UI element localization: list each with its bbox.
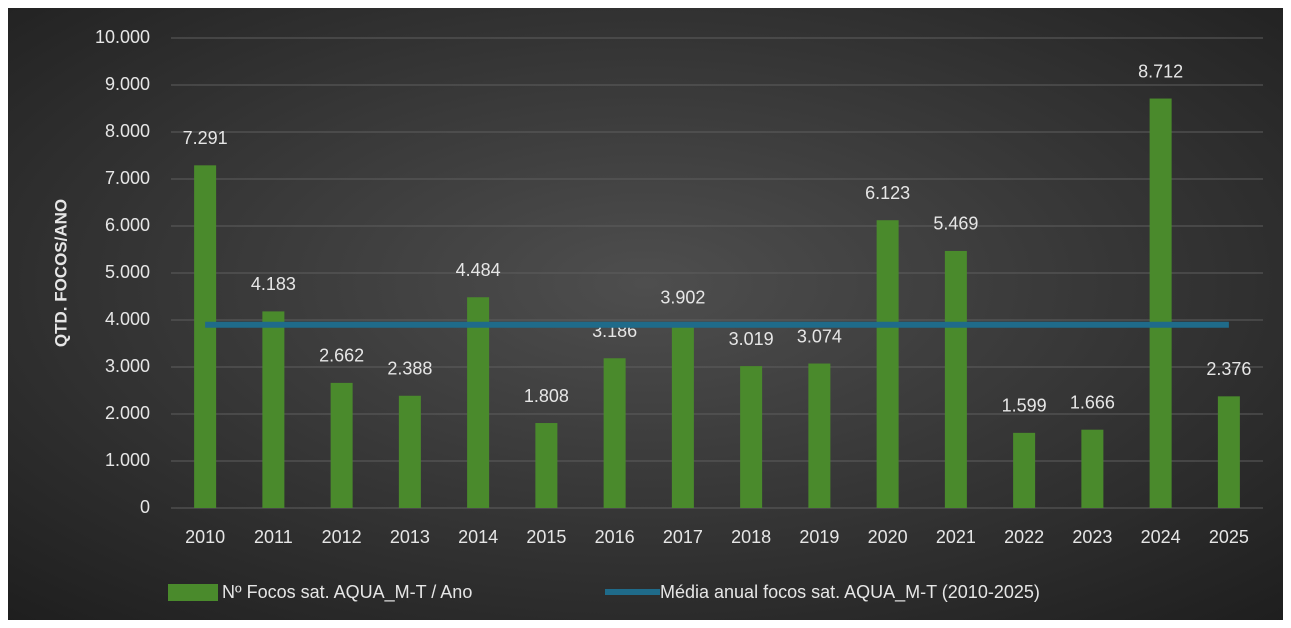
y-tick-label: 1.000	[105, 450, 150, 470]
data-label: 3.019	[729, 329, 774, 349]
x-tick-label: 2025	[1209, 527, 1249, 547]
data-label: 1.666	[1070, 392, 1115, 412]
data-label: 1.808	[524, 386, 569, 406]
x-tick-label: 2011	[254, 527, 293, 547]
y-tick-label: 5.000	[105, 262, 150, 282]
x-tick-label: 2013	[390, 527, 430, 547]
bar	[671, 324, 694, 508]
y-tick-label: 8.000	[105, 121, 150, 141]
bar	[740, 366, 763, 508]
bar	[603, 358, 626, 508]
legend-label: Média anual focos sat. AQUA_M-T (2010-20…	[660, 582, 1040, 603]
data-label: 4.183	[251, 274, 296, 294]
x-tick-label: 2021	[936, 527, 976, 547]
y-tick-label: 10.000	[95, 27, 150, 47]
data-label: 4.484	[456, 260, 501, 280]
legend-swatch	[168, 584, 218, 601]
x-tick-label: 2017	[663, 527, 703, 547]
bar	[398, 395, 421, 508]
bar	[808, 363, 831, 508]
bar	[1149, 98, 1172, 508]
bar	[1081, 429, 1104, 508]
y-tick-label: 3.000	[105, 356, 150, 376]
data-label: 2.376	[1206, 359, 1251, 379]
bar	[944, 250, 967, 508]
x-tick-label: 2014	[458, 527, 498, 547]
y-axis-title: QTD. FOCOS/ANO	[51, 199, 70, 347]
data-label: 8.712	[1138, 61, 1183, 81]
y-tick-label: 6.000	[105, 215, 150, 235]
data-label: 2.662	[319, 346, 364, 366]
bar	[330, 382, 353, 508]
data-label: 3.902	[660, 287, 705, 307]
bar	[262, 311, 285, 508]
x-tick-label: 2010	[185, 527, 225, 547]
x-tick-label: 2024	[1141, 527, 1181, 547]
x-tick-label: 2016	[595, 527, 635, 547]
bar	[1217, 396, 1240, 508]
x-tick-label: 2015	[526, 527, 566, 547]
x-tick-label: 2012	[322, 527, 362, 547]
bar	[876, 220, 899, 508]
data-label: 1.599	[1002, 396, 1047, 416]
x-tick-label: 2022	[1004, 527, 1044, 547]
data-label: 3.074	[797, 326, 842, 346]
data-label: 7.291	[183, 128, 228, 148]
y-tick-label: 0	[140, 497, 150, 517]
y-tick-label: 7.000	[105, 168, 150, 188]
y-tick-label: 9.000	[105, 74, 150, 94]
x-tick-label: 2020	[868, 527, 908, 547]
y-tick-label: 4.000	[105, 309, 150, 329]
chart-background	[8, 8, 1283, 620]
bar	[1013, 432, 1036, 508]
x-tick-label: 2019	[799, 527, 839, 547]
bar	[194, 165, 217, 508]
x-tick-label: 2018	[731, 527, 771, 547]
x-tick-label: 2023	[1072, 527, 1112, 547]
bar	[467, 297, 490, 508]
data-label: 5.469	[933, 214, 978, 234]
y-tick-label: 2.000	[105, 403, 150, 423]
legend-label: Nº Focos sat. AQUA_M-T / Ano	[222, 582, 472, 603]
data-label: 6.123	[865, 183, 910, 203]
data-label: 2.388	[387, 359, 432, 379]
bar	[535, 423, 558, 508]
